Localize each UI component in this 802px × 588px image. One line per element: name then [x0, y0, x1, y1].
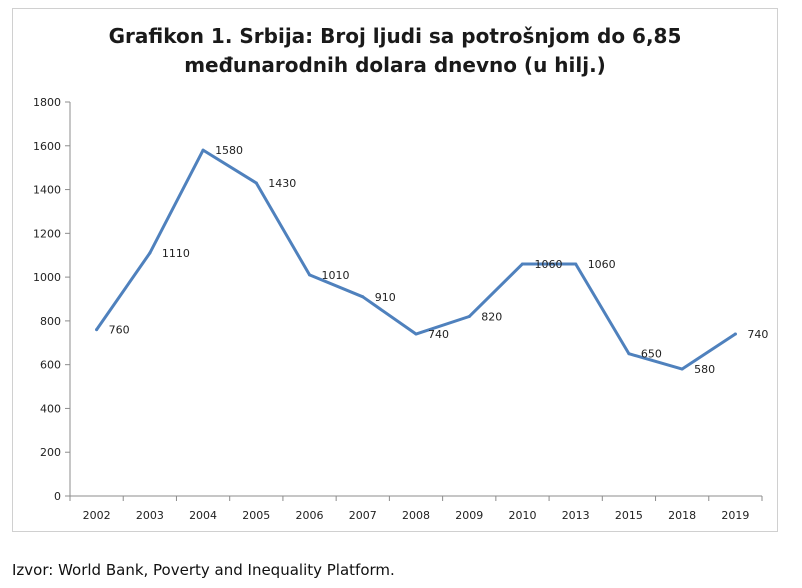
y-tick-label: 800 [40, 315, 61, 328]
x-tick-label: 2015 [615, 509, 643, 522]
x-tick-label: 2009 [455, 509, 483, 522]
data-point [733, 332, 737, 336]
source-note: Izvor: World Bank, Poverty and Inequalit… [12, 561, 395, 579]
x-tick-label: 2003 [136, 509, 164, 522]
y-tick-label: 600 [40, 359, 61, 372]
series-line [95, 148, 737, 371]
data-label: 650 [641, 348, 662, 361]
data-label: 820 [481, 311, 502, 324]
data-point [254, 181, 258, 185]
data-point [627, 352, 631, 356]
data-label: 1580 [215, 144, 243, 157]
x-tick-label: 2004 [189, 509, 217, 522]
x-tick-label: 2018 [668, 509, 696, 522]
data-label: 1430 [268, 177, 296, 190]
data-label: 740 [428, 328, 449, 341]
data-point [680, 367, 684, 371]
data-label: 580 [694, 363, 715, 376]
x-tick-label: 2019 [721, 509, 749, 522]
chart-title-line-2: međunarodnih dolara dnevno (u hilj.) [184, 53, 606, 77]
x-tick-label: 2006 [296, 509, 324, 522]
x-tick-label: 2013 [562, 509, 590, 522]
data-label: 760 [109, 324, 130, 337]
y-tick-label: 0 [54, 490, 61, 503]
chart-title: Grafikon 1. Srbija: Broj ljudi sa potroš… [12, 22, 778, 80]
data-label: 910 [375, 291, 396, 304]
y-tick-label: 1800 [33, 96, 61, 109]
data-point [574, 262, 578, 266]
data-point [148, 251, 152, 255]
data-label: 1110 [162, 247, 190, 260]
y-tick-label: 1200 [33, 227, 61, 240]
y-tick-label: 1000 [33, 271, 61, 284]
y-tick-label: 400 [40, 402, 61, 415]
data-label: 740 [747, 328, 768, 341]
data-point [361, 295, 365, 299]
data-point [520, 262, 524, 266]
chart-title-line-1: Grafikon 1. Srbija: Broj ljudi sa potroš… [108, 24, 682, 48]
x-tick-label: 2005 [242, 509, 270, 522]
x-tick-label: 2007 [349, 509, 377, 522]
data-point [201, 148, 205, 152]
data-point [308, 273, 312, 277]
data-point [467, 315, 471, 319]
y-tick-label: 1400 [33, 184, 61, 197]
x-tick-label: 2002 [83, 509, 111, 522]
data-point [95, 328, 99, 332]
x-tick-label: 2008 [402, 509, 430, 522]
y-tick-label: 200 [40, 446, 61, 459]
data-label: 1060 [588, 258, 616, 271]
y-tick-label: 1600 [33, 140, 61, 153]
data-label: 1060 [534, 258, 562, 271]
x-tick-label: 2010 [508, 509, 536, 522]
data-point [414, 332, 418, 336]
data-label: 1010 [322, 269, 350, 282]
